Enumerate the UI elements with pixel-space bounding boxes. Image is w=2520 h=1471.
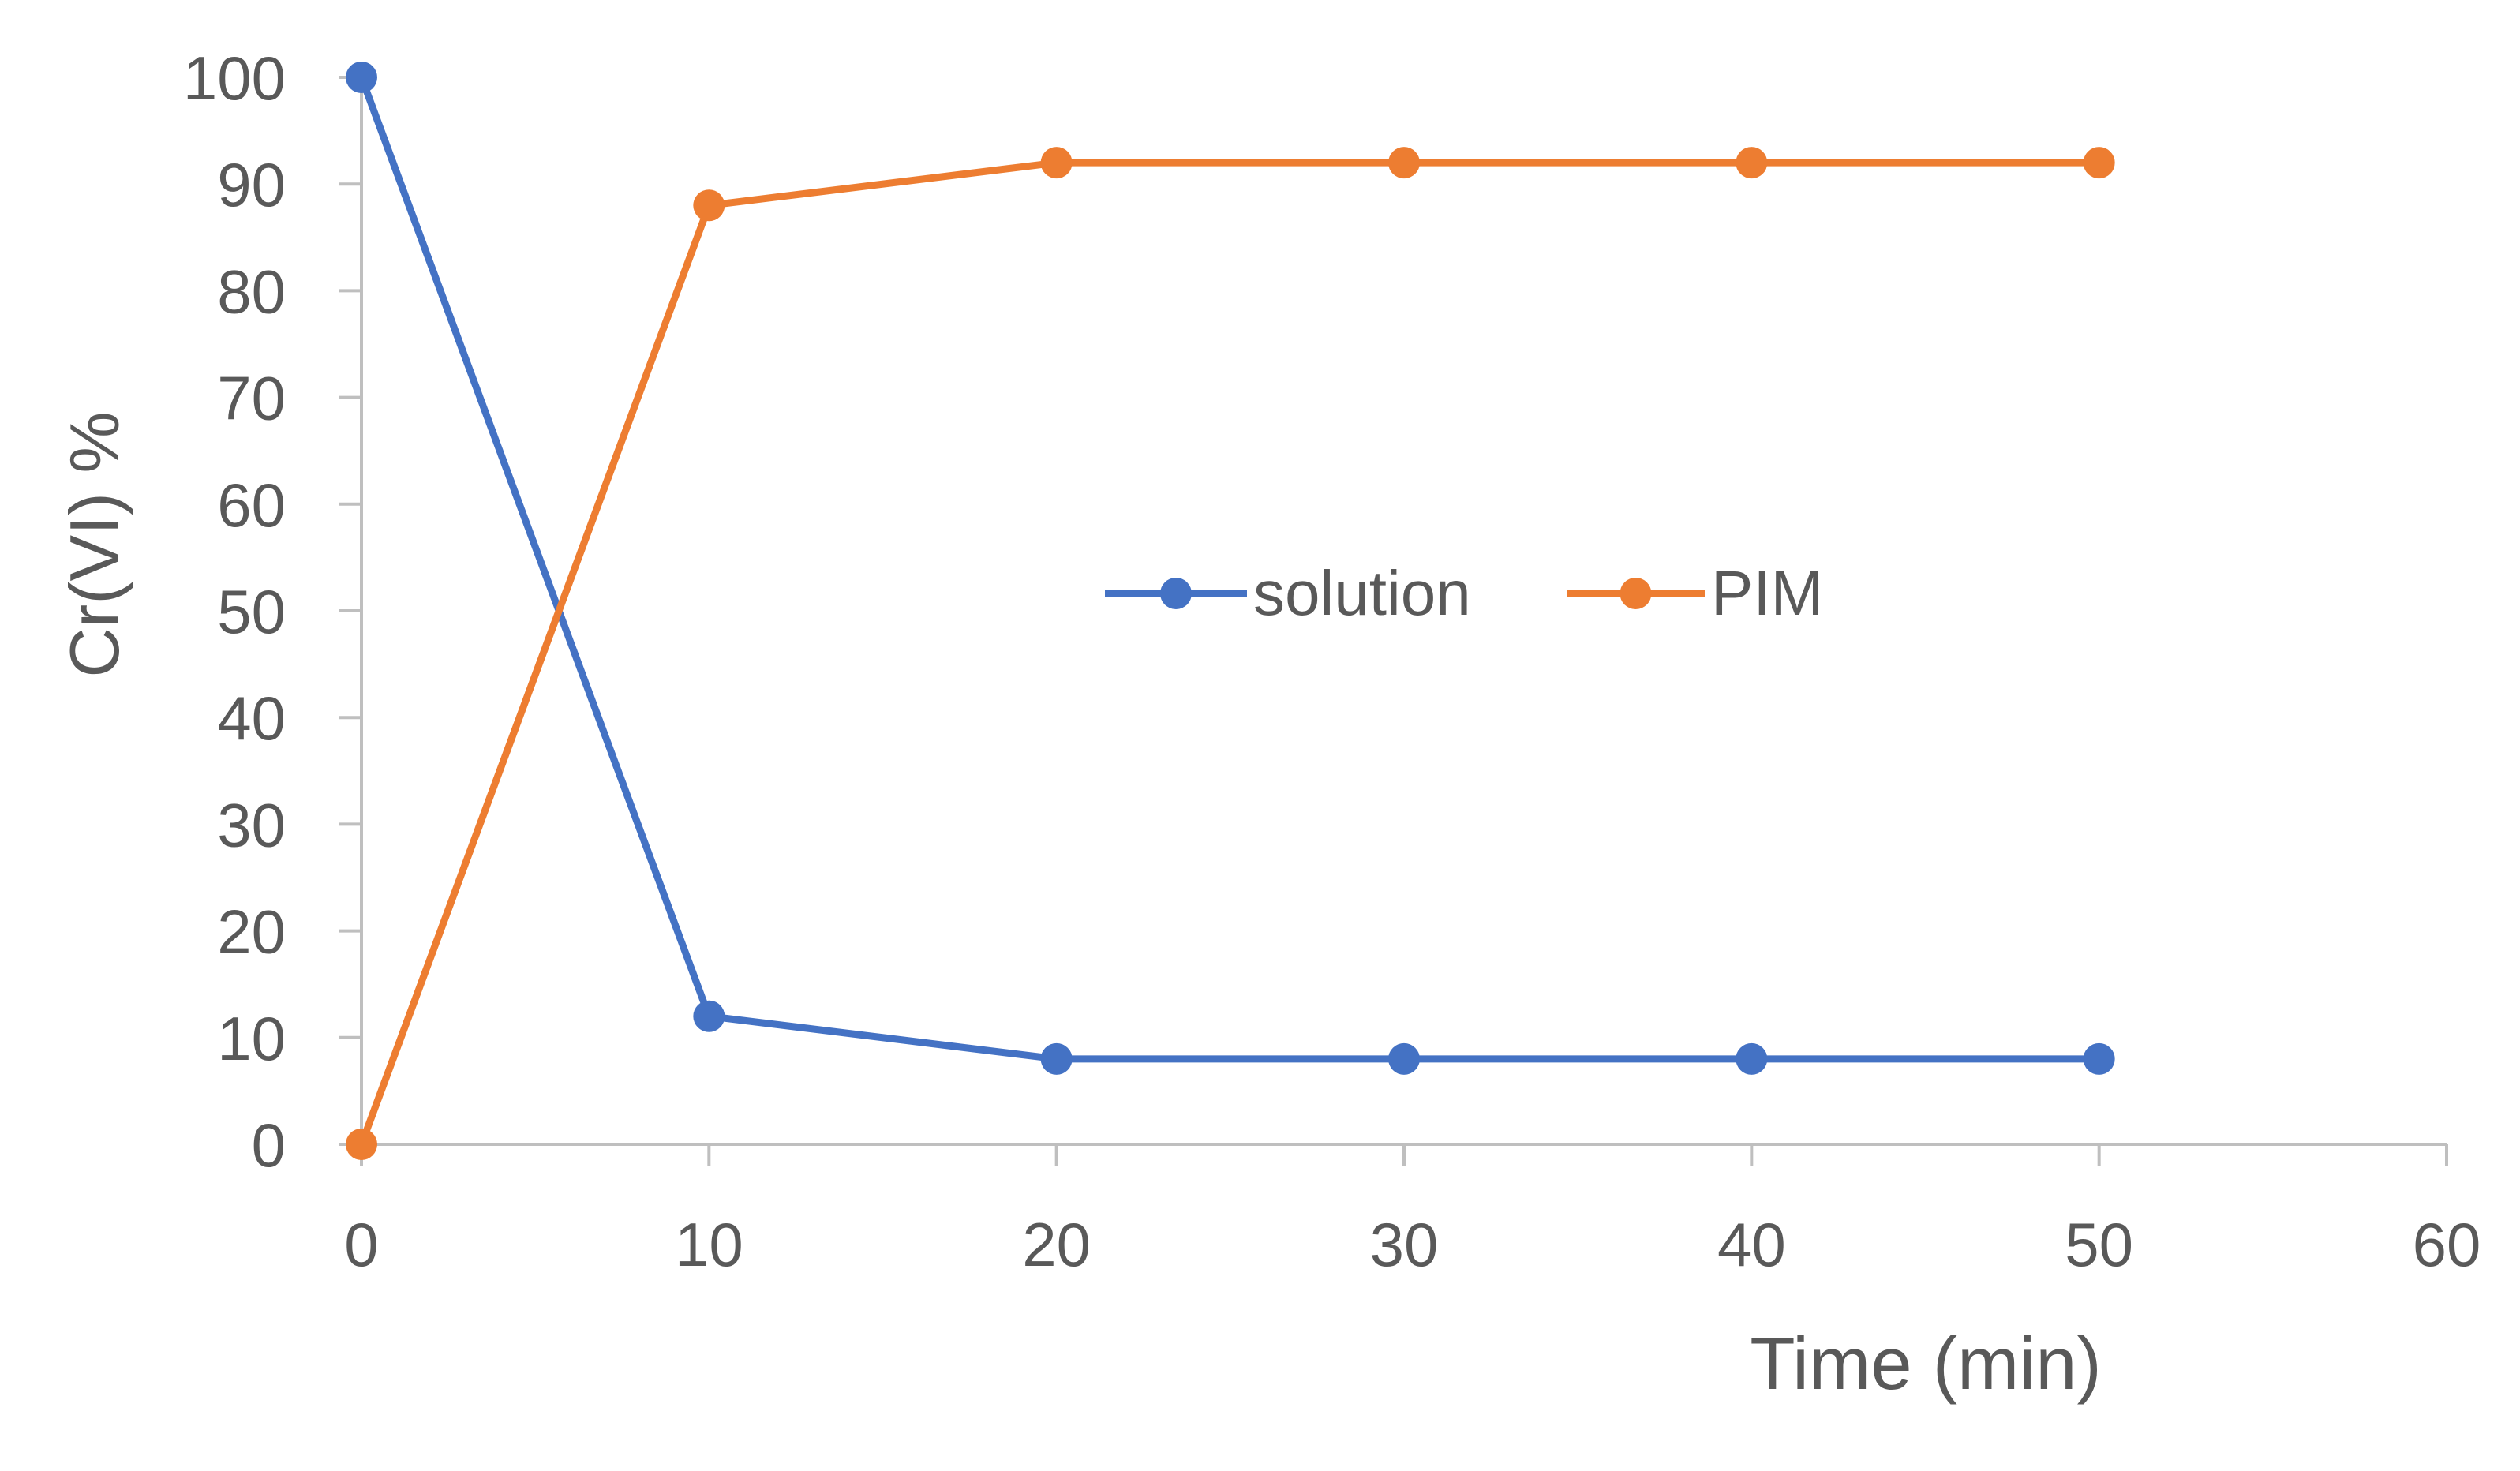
legend-label: PIM [1711, 558, 1823, 628]
y-tick-label: 10 [217, 1004, 286, 1073]
data-point-solution [1736, 1042, 1768, 1075]
x-tick-label: 50 [2065, 1210, 2133, 1279]
x-tick-label: 20 [1022, 1210, 1091, 1279]
y-tick-labels: 0 10 20 30 40 50 60 70 80 90 100 [183, 43, 286, 1180]
y-tick-label: 40 [217, 683, 286, 753]
y-tick-label: 30 [217, 790, 286, 859]
data-point-pim [1736, 147, 1768, 179]
data-point-pim [346, 1129, 377, 1160]
legend-swatch-marker [1619, 578, 1652, 609]
data-series [346, 62, 2115, 1160]
y-tick-label: 70 [217, 364, 286, 433]
data-point-pim [693, 189, 725, 222]
data-point-solution [1388, 1042, 1420, 1075]
series-line-solution [358, 73, 2103, 1063]
data-point-solution [346, 62, 377, 93]
y-tick-label: 90 [217, 150, 286, 219]
data-point-pim [1040, 147, 1073, 179]
data-point-pim [1388, 147, 1420, 179]
x-axis-label: Time (min) [1750, 1322, 2102, 1405]
x-tick-label: 10 [675, 1210, 743, 1279]
legend-item-solution: solution [1105, 558, 1471, 628]
y-axis-label: Cr(VI) % [55, 411, 133, 677]
legend-swatch-marker [1160, 578, 1192, 609]
x-tick-label: 60 [2413, 1210, 2481, 1279]
legend-item-pim: PIM [1567, 558, 1823, 628]
series-solution [346, 62, 2115, 1075]
x-tick-label: 30 [1370, 1210, 1439, 1279]
y-tick-label: 20 [217, 897, 286, 967]
y-tick-label: 60 [217, 470, 286, 540]
series-pim [346, 147, 2115, 1160]
x-tick-labels: 0 10 20 30 40 50 60 [344, 1210, 2481, 1279]
legend-label: solution [1253, 558, 1471, 628]
data-point-solution [1040, 1042, 1073, 1075]
y-tick-label: 80 [217, 256, 286, 326]
data-point-solution [2083, 1042, 2115, 1075]
x-tick-label: 40 [1717, 1210, 1786, 1279]
legend: solution PIM [1105, 558, 1823, 628]
x-tick-label: 0 [344, 1210, 378, 1279]
series-line-pim [358, 159, 2103, 1148]
data-point-pim [2083, 147, 2115, 179]
y-tick-label: 100 [183, 43, 286, 113]
y-tick-label: 50 [217, 577, 286, 646]
y-tick-label: 0 [252, 1110, 286, 1180]
data-point-solution [693, 1000, 725, 1032]
axes [339, 76, 2448, 1166]
